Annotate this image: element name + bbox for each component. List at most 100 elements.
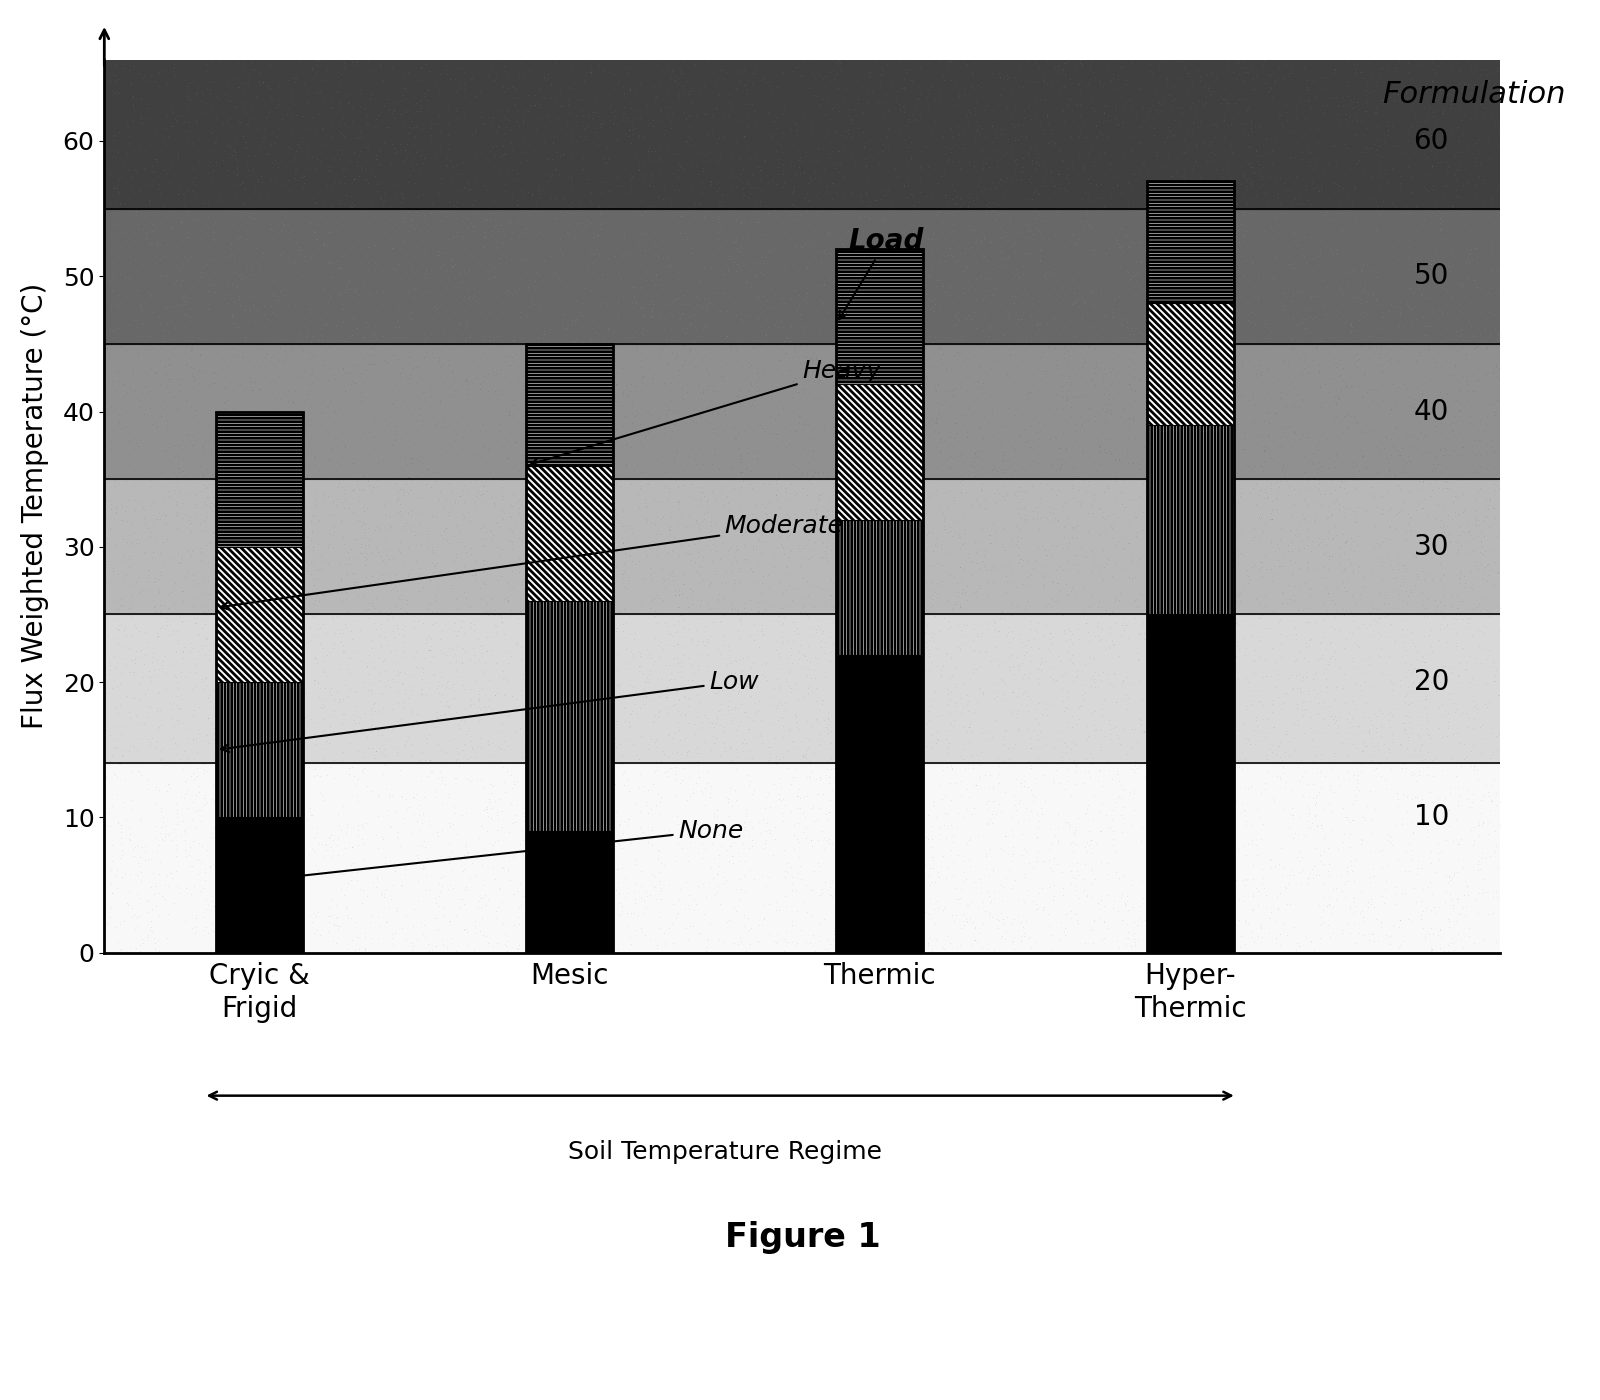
Point [1096,664,1122,686]
Point [384,297,410,319]
Point [429,875,454,897]
Point [554,402,579,424]
Point [1259,693,1285,715]
Point [1230,49,1256,71]
Point [1390,554,1416,577]
Point [112,266,138,288]
Point [1413,497,1438,519]
Point [406,749,432,771]
Point [608,395,634,417]
Point [1440,491,1466,514]
Point [474,225,499,248]
Point [557,711,582,734]
Point [1117,407,1142,430]
Point [323,906,349,928]
Point [829,710,854,732]
Point [558,196,584,218]
Point [293,391,318,413]
Point [1333,375,1358,398]
Point [1232,69,1258,91]
Point [518,288,544,311]
Point [816,578,842,601]
Point [670,678,696,700]
Point [1349,762,1374,784]
Point [1178,309,1203,332]
Point [1213,710,1238,732]
Point [502,840,528,862]
Point [797,427,822,449]
Point [634,224,659,246]
Point [917,580,942,602]
Point [650,337,675,360]
Point [1243,183,1269,206]
Bar [837,385,923,519]
Point [1320,588,1346,610]
Point [283,161,309,183]
Point [286,890,312,913]
Point [179,564,205,587]
Point [1107,734,1133,756]
Point [907,412,933,434]
Point [862,50,888,73]
Point [914,713,939,735]
Point [443,906,469,928]
Point [1307,375,1333,398]
Point [475,729,501,752]
Point [1174,742,1200,764]
Point [261,493,286,515]
Point [200,633,226,655]
Point [1224,193,1250,216]
Point [1074,210,1099,232]
Point [1269,417,1294,440]
Point [1078,206,1104,228]
Point [784,120,810,143]
Point [1037,857,1062,879]
Point [1112,927,1138,949]
Point [1080,150,1106,172]
Point [98,906,123,928]
Point [851,531,877,553]
Point [1072,350,1098,372]
Point [245,168,270,190]
Point [1224,755,1250,777]
Point [1042,885,1067,907]
Point [1282,588,1307,610]
Point [162,53,187,76]
Point [122,182,147,204]
Point [973,148,998,171]
Point [1235,455,1261,477]
Point [1235,309,1261,332]
Point [266,74,291,97]
Point [222,140,248,162]
Point [1037,839,1062,861]
Point [1146,371,1171,393]
Point [915,356,941,378]
Point [358,433,384,455]
Point [1230,62,1256,84]
Point [1098,722,1123,745]
Point [398,568,424,591]
Point [986,62,1011,84]
Point [554,903,579,925]
Point [1259,701,1285,724]
Point [1029,556,1054,578]
Point [538,451,563,473]
Point [966,414,992,437]
Point [1387,291,1413,314]
Point [690,815,715,837]
Point [192,490,218,512]
Point [685,843,710,865]
Point [632,424,658,447]
Point [1451,276,1477,298]
Point [1171,581,1197,603]
Point [477,773,502,795]
Point [118,788,144,811]
Point [1363,260,1389,283]
Point [328,622,354,644]
Point [331,311,357,333]
Point [715,805,741,827]
Point [1048,337,1074,360]
Point [1101,819,1126,841]
Point [1195,811,1221,833]
Point [826,444,851,466]
